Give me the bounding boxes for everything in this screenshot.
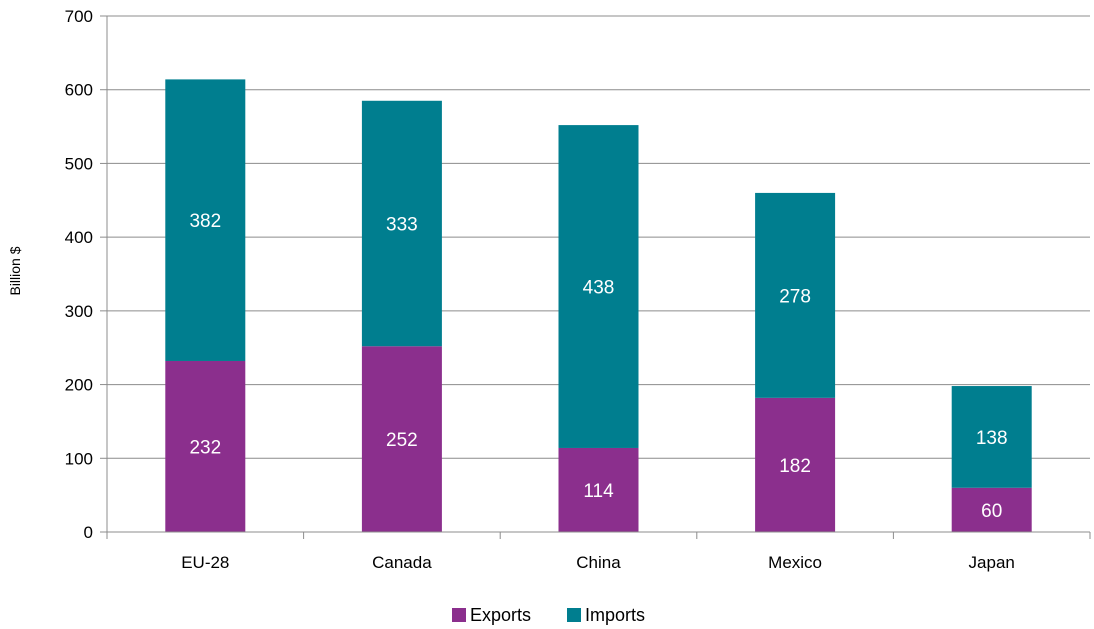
x-tick-label: Canada — [372, 553, 432, 572]
x-tick-label: EU-28 — [181, 553, 229, 572]
bar-exports-japan — [951, 487, 1032, 532]
data-label-imports: 333 — [386, 215, 418, 236]
y-tick-label: 600 — [65, 81, 93, 100]
data-label-exports: 252 — [386, 430, 418, 451]
bars: 232 382 252 333 114 438 182 278 60 138 — [165, 79, 1032, 532]
legend-swatch-exports — [452, 608, 466, 622]
axes — [106, 16, 1091, 539]
data-label-exports: 232 — [189, 437, 221, 458]
y-tick-label: 200 — [65, 376, 93, 395]
x-axis-labels: EU-28 Canada China Mexico Japan — [181, 553, 1015, 572]
y-tick-label: 100 — [65, 449, 93, 468]
data-label-imports: 278 — [779, 286, 811, 307]
y-tick-label: 300 — [65, 302, 93, 321]
bar-exports-china — [558, 447, 639, 532]
y-axis-ticks: 0 100 200 300 400 500 600 700 — [65, 7, 107, 542]
bar-imports-canada — [361, 100, 442, 347]
legend: Exports Imports — [452, 605, 645, 625]
bar-imports-mexico — [755, 192, 836, 398]
data-label-imports: 382 — [189, 211, 221, 232]
y-axis-label: Billion $ — [7, 246, 23, 295]
x-tick-label: Mexico — [768, 553, 822, 572]
data-label-imports: 438 — [583, 278, 615, 299]
legend-swatch-imports — [567, 608, 581, 622]
y-tick-label: 500 — [65, 154, 93, 173]
bar-imports-eu-28 — [165, 79, 246, 361]
bar-exports-canada — [361, 346, 442, 532]
bar-exports-mexico — [755, 397, 836, 532]
y-tick-label: 700 — [65, 7, 93, 26]
bar-exports-eu-28 — [165, 360, 246, 532]
data-label-imports: 138 — [976, 428, 1008, 449]
legend-label-exports: Exports — [470, 605, 531, 625]
legend-label-imports: Imports — [585, 605, 645, 625]
bar-imports-china — [558, 125, 639, 448]
x-tick-label: China — [576, 553, 621, 572]
x-tick-label: Japan — [969, 553, 1015, 572]
y-tick-label: 400 — [65, 228, 93, 247]
data-label-exports: 60 — [981, 501, 1002, 522]
data-label-exports: 182 — [779, 456, 811, 477]
bar-imports-japan — [951, 386, 1032, 488]
y-tick-label: 0 — [84, 523, 93, 542]
data-label-exports: 114 — [583, 481, 614, 502]
